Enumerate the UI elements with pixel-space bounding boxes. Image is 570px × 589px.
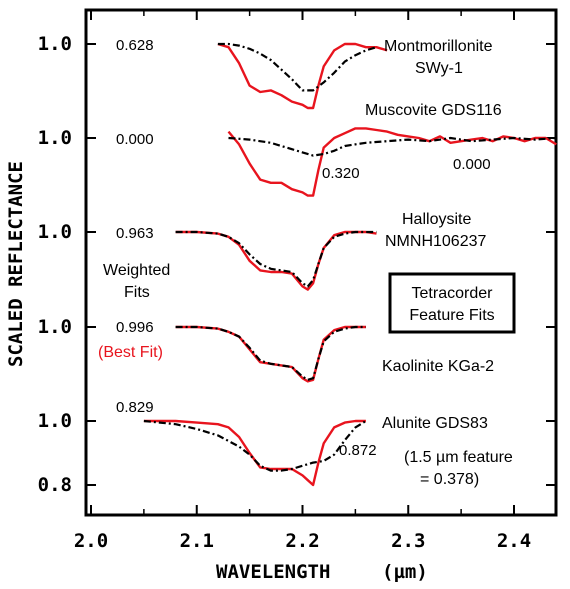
fit-score-panel-5: 0.829: [116, 399, 154, 416]
weighted-fits-line2: Fits: [124, 284, 150, 301]
y-axis-label: SCALED REFLECTANCE: [5, 161, 27, 367]
x-tick-label-2.3: 2.3: [391, 530, 425, 552]
library-spectrum-panel-4: [175, 325, 366, 383]
library-spectrum-panel-3: [175, 230, 377, 291]
y-tick-label-panel-4-1.0: 1.0: [38, 316, 72, 338]
y-tick-label-panel-3-1.0: 1.0: [38, 221, 72, 243]
mineral-label-panel-1-line-2: SWy-1: [415, 60, 463, 77]
feature-fits-title-line1: Tetracorder: [412, 285, 494, 302]
x-tick-label-2.4: 2.4: [497, 530, 531, 552]
mineral-label-panel-2-line-1: Muscovite GDS116: [365, 102, 502, 119]
best-fit-label: (Best Fit): [98, 344, 163, 361]
x-axis-ticks: 2.0 2.1 2.2 2.3 2.4: [74, 10, 531, 552]
extra-score-panel-2-2: 0.000: [453, 156, 491, 173]
panel-4: 0.996 Kaolinite KGa-2: [116, 319, 494, 383]
panel-5: 0.829 Alunite GDS83 0.872 (1.5 µm feature = …: [116, 399, 513, 488]
library-spectrum-panel-5: [143, 419, 366, 487]
panel-1: 0.628 Montmorillonite SWy-1: [116, 37, 493, 110]
mineral-label-panel-4-line-1: Kaolinite KGa-2: [382, 358, 494, 375]
x-tick-label-2.0: 2.0: [74, 530, 108, 552]
fit-score-panel-1: 0.628: [116, 37, 154, 54]
observed-spectrum-panel-4: [175, 325, 366, 381]
library-spectrum-panel-1: [217, 42, 388, 110]
y-tick-label-panel-1-1.0: 1.0: [38, 33, 72, 55]
observed-spectrum-panel-1: [217, 42, 377, 92]
x-tick-label-2.1: 2.1: [180, 530, 214, 552]
y-tick-label-panel-5-1.0: 1.0: [38, 410, 72, 432]
alunite-note-line1: (1.5 µm feature: [404, 449, 513, 466]
y-tick-label-panel-5-0.8: 0.8: [38, 474, 72, 496]
y-tick-label-panel-2-1.0: 1.0: [38, 127, 72, 149]
fit-score-panel-4: 0.996: [116, 319, 154, 336]
fit-score-panel-3: 0.963: [116, 225, 154, 242]
fit-score-panel-2: 0.000: [116, 131, 154, 148]
x-axis-unit: (µm): [382, 561, 428, 583]
library-spectrum-panel-2: [227, 127, 557, 197]
extra-score-panel-5-1: 0.872: [339, 442, 377, 459]
observed-spectrum-panel-2: [228, 136, 557, 157]
plot-frame: [84, 8, 558, 517]
observed-spectrum-panel-3: [175, 230, 377, 288]
observed-spectrum-panel-5: [143, 419, 367, 472]
y-axis-ticks: 1.0 1.0 1.0 1.0 1.0 0.8: [38, 33, 556, 496]
mineral-label-panel-5-line-1: Alunite GDS83: [382, 415, 488, 432]
extra-score-panel-2-1: 0.320: [322, 165, 360, 182]
x-tick-label-2.2: 2.2: [285, 530, 319, 552]
weighted-fits-line1: Weighted: [103, 262, 170, 279]
x-axis-label-group: WAVELENGTH (µm): [216, 561, 428, 583]
feature-fits-title-line2: Feature Fits: [409, 307, 494, 324]
alunite-note-line2: = 0.378): [420, 471, 479, 488]
panel-3: 0.963 Halloysite NMNH106237: [116, 211, 486, 291]
panel-2: 0.000 Muscovite GDS116 0.320 0.000: [116, 102, 557, 197]
mineral-label-panel-3-line-2: NMNH106237: [385, 233, 486, 250]
mineral-label-panel-3-line-1: Halloysite: [402, 211, 471, 228]
mineral-label-panel-1-line-1: Montmorillonite: [384, 38, 493, 55]
x-axis-label: WAVELENGTH: [216, 561, 330, 583]
spectra-panels: 0.628 Montmorillonite SWy-1 0.000 Muscovite …: [116, 37, 557, 488]
feature-fits-box: [388, 272, 516, 334]
